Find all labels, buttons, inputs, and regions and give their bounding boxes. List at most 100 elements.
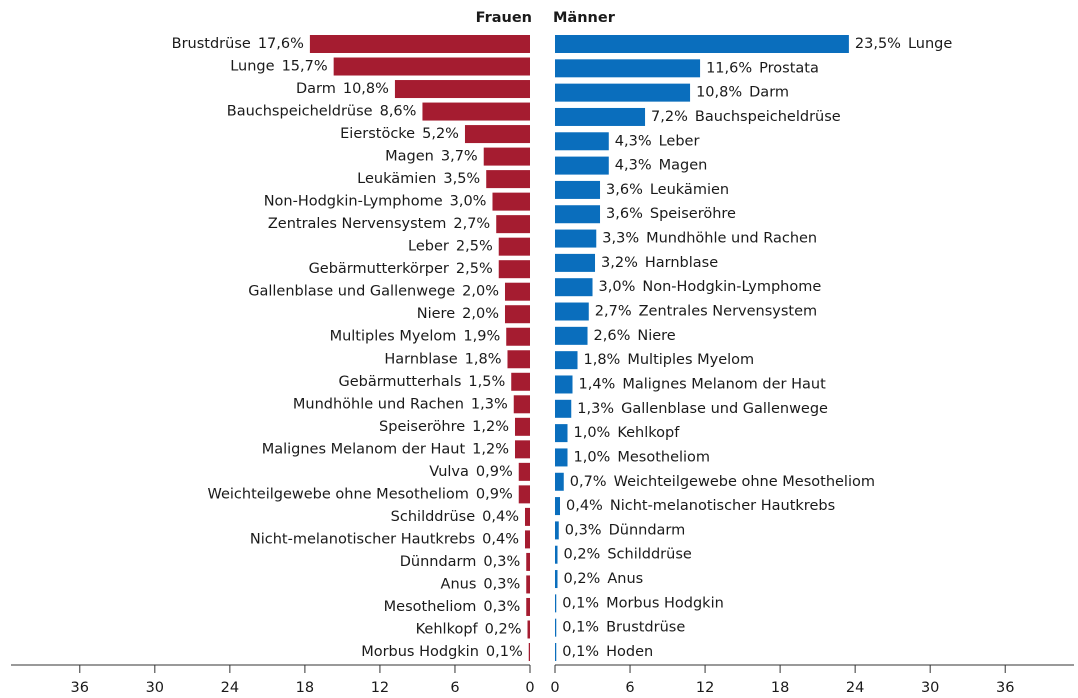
value-label: 3,3%	[602, 231, 639, 247]
bar	[555, 399, 572, 418]
value-label: 1,3%	[577, 401, 614, 417]
category-label: Zentrales Nervensystem	[268, 216, 447, 232]
category-label: Bauchspeicheldrüse	[695, 109, 841, 125]
value-label: 1,8%	[584, 352, 621, 368]
bar	[514, 440, 530, 459]
category-label: Multiples Myelom	[627, 352, 754, 368]
bar	[555, 594, 557, 613]
category-label: Leber	[408, 239, 449, 255]
bar	[555, 156, 609, 175]
bar	[333, 57, 530, 76]
category-label: Dünndarm	[609, 522, 686, 538]
value-label: 1,0%	[574, 449, 611, 465]
value-label: 2,5%	[456, 239, 493, 255]
value-label: 0,4%	[482, 531, 519, 547]
category-label: Lunge	[230, 59, 274, 75]
bar	[511, 372, 530, 391]
value-label: 7,2%	[651, 109, 688, 125]
bar	[555, 472, 564, 491]
value-label: 0,4%	[482, 509, 519, 525]
value-label: 23,5%	[855, 36, 901, 52]
value-label: 0,3%	[483, 576, 520, 592]
x-tick-label: 6	[450, 680, 459, 696]
value-label: 3,6%	[606, 206, 643, 222]
value-label: 10,8%	[343, 81, 389, 97]
value-label: 2,0%	[462, 284, 499, 300]
panel-title: Männer	[553, 10, 616, 26]
bar	[504, 282, 530, 301]
value-label: 1,8%	[465, 351, 502, 367]
bar	[518, 462, 530, 481]
value-label: 1,0%	[574, 425, 611, 441]
category-label: Morbus Hodgkin	[361, 644, 479, 660]
value-label: 4,3%	[615, 133, 652, 149]
bar	[498, 260, 530, 279]
category-label: Harnblase	[384, 351, 457, 367]
bar	[514, 417, 530, 436]
bar	[526, 575, 530, 594]
bar	[555, 570, 558, 589]
value-label: 0,7%	[570, 474, 607, 490]
bar	[555, 132, 609, 151]
category-label: Weichteilgewebe ohne Mesotheliom	[614, 474, 875, 490]
value-label: 3,0%	[599, 279, 636, 295]
x-tick-label: 18	[771, 680, 789, 696]
bar	[518, 485, 530, 504]
category-label: Brustdrüse	[172, 36, 251, 52]
bar	[394, 80, 530, 99]
category-label: Weichteilgewebe ohne Mesotheliom	[208, 486, 469, 502]
value-label: 0,3%	[483, 554, 520, 570]
category-label: Schilddrüse	[607, 547, 692, 563]
value-label: 0,9%	[476, 464, 513, 480]
category-label: Non-Hodgkin-Lymphome	[642, 279, 821, 295]
x-tick-label: 18	[296, 680, 314, 696]
category-label: Zentrales Nervensystem	[639, 304, 818, 320]
bar	[555, 180, 601, 199]
value-label: 0,1%	[562, 595, 599, 611]
bar	[524, 530, 530, 549]
x-tick-label: 6	[625, 680, 634, 696]
bar	[555, 253, 596, 272]
value-label: 1,3%	[471, 396, 508, 412]
value-label: 0,1%	[562, 620, 599, 636]
value-label: 2,7%	[453, 216, 490, 232]
value-label: 0,9%	[476, 486, 513, 502]
bar	[555, 618, 557, 637]
bar	[506, 327, 530, 346]
bar	[526, 597, 530, 616]
category-label: Eierstöcke	[340, 126, 415, 142]
x-tick-label: 24	[221, 680, 239, 696]
value-label: 5,2%	[422, 126, 459, 142]
panel-title: Frauen	[476, 10, 532, 26]
bar	[555, 302, 589, 321]
category-label: Gallenblase und Gallenwege	[248, 284, 455, 300]
category-label: Leukämien	[650, 182, 729, 198]
x-tick-label: 30	[146, 680, 164, 696]
bar	[483, 147, 530, 166]
bar	[555, 497, 561, 516]
bar	[528, 643, 530, 661]
category-label: Hoden	[606, 644, 653, 660]
category-label: Malignes Melanom der Haut	[262, 441, 466, 457]
value-label: 3,6%	[606, 182, 643, 198]
x-tick-label: 12	[696, 680, 714, 696]
bar	[498, 237, 530, 256]
bar	[555, 59, 701, 78]
category-label: Bauchspeicheldrüse	[227, 104, 373, 120]
bar	[555, 35, 849, 53]
x-tick-label: 0	[525, 680, 534, 696]
value-label: 1,2%	[472, 441, 509, 457]
bar	[555, 326, 588, 345]
category-label: Multiples Myelom	[330, 329, 457, 345]
bar	[555, 545, 558, 564]
bar	[555, 448, 568, 467]
category-label: Schilddrüse	[391, 509, 476, 525]
value-label: 2,7%	[595, 304, 632, 320]
category-label: Kehlkopf	[416, 621, 479, 637]
value-label: 1,9%	[463, 329, 500, 345]
category-label: Mesotheliom	[384, 599, 477, 615]
value-label: 10,8%	[696, 85, 742, 101]
value-label: 1,2%	[472, 419, 509, 435]
category-label: Speiseröhre	[650, 206, 736, 222]
